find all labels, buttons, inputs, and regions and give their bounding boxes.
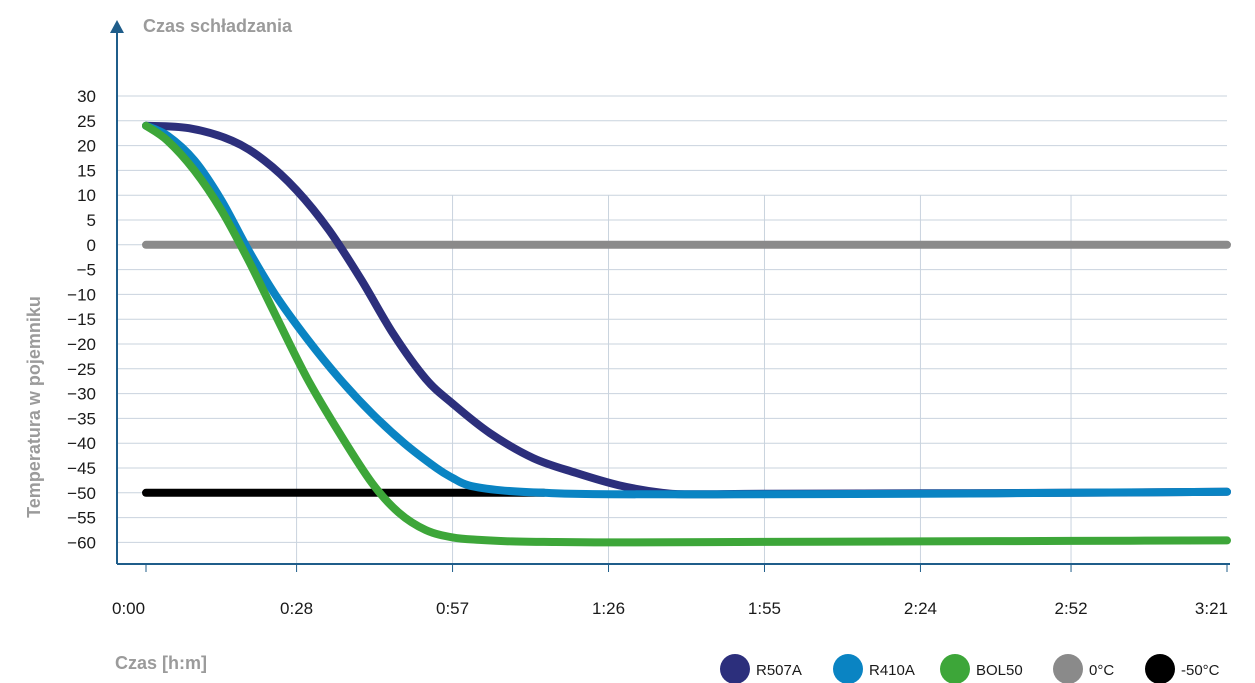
x-tick-label: 1:26 [592, 599, 625, 618]
y-tick-label: −55 [67, 509, 96, 528]
series-line-r507a [142, 121, 1231, 499]
y-tick-labels: 30 25 20 15 10 5 0 −5 −10 −15 −20 −25 −30 −35 −40 −45 −5… [67, 87, 96, 552]
y-tick-label: 20 [77, 137, 96, 156]
y-tick-label: −5 [77, 261, 96, 280]
x-tick-label: 3:21 [1195, 599, 1228, 618]
legend-swatch [940, 654, 970, 683]
legend: R507A R410A BOL50 0°C -50°C [720, 654, 1220, 683]
x-tick-label: 0:57 [436, 599, 469, 618]
x-tick-label: 0:00 [112, 599, 145, 618]
legend-swatch [1145, 654, 1175, 683]
y-tick-label: −10 [67, 285, 96, 304]
x-tick-label: 2:24 [904, 599, 937, 618]
y-tick-label: −40 [67, 434, 96, 453]
y-tick-label: −15 [67, 310, 96, 329]
x-tick-label: 0:28 [280, 599, 313, 618]
series-lines [142, 121, 1231, 547]
x-tick-label: 2:52 [1054, 599, 1087, 618]
y-tick-label: −50 [67, 484, 96, 503]
horizontal-gridlines [117, 95, 1227, 543]
x-tick-label: 1:55 [748, 599, 781, 618]
x-tick-labels: 0:00 0:28 0:57 1:26 1:55 2:24 2:52 3:21 [112, 564, 1228, 618]
chart-title: Czas schładzania [143, 16, 293, 36]
y-axis-title: Temperatura w pojemniku [24, 296, 44, 518]
series-line-bol50 [142, 121, 1231, 547]
legend-label: -50°C [1181, 662, 1220, 679]
y-tick-label: 5 [87, 211, 96, 230]
y-tick-label: 25 [77, 112, 96, 131]
legend-label: R410A [869, 662, 915, 679]
legend-swatch [1053, 654, 1083, 683]
x-axis-title: Czas [h:m] [115, 653, 207, 673]
legend-swatch [833, 654, 863, 683]
y-tick-label: 15 [77, 161, 96, 180]
legend-label: R507A [756, 662, 802, 679]
series-line-r410a [142, 121, 1231, 499]
y-tick-label: −60 [67, 533, 96, 552]
y-tick-label: 10 [77, 186, 96, 205]
y-tick-label: 0 [87, 236, 96, 255]
y-tick-label: −45 [67, 459, 96, 478]
y-tick-label: 30 [77, 87, 96, 106]
vertical-gridlines [296, 195, 1072, 564]
y-tick-label: −30 [67, 385, 96, 404]
y-tick-label: −20 [67, 335, 96, 354]
legend-swatch [720, 654, 750, 683]
y-tick-label: −25 [67, 360, 96, 379]
y-axis-arrow-icon [110, 20, 124, 33]
y-tick-label: −35 [67, 409, 96, 428]
legend-label: 0°C [1089, 662, 1114, 679]
legend-label: BOL50 [976, 662, 1023, 679]
